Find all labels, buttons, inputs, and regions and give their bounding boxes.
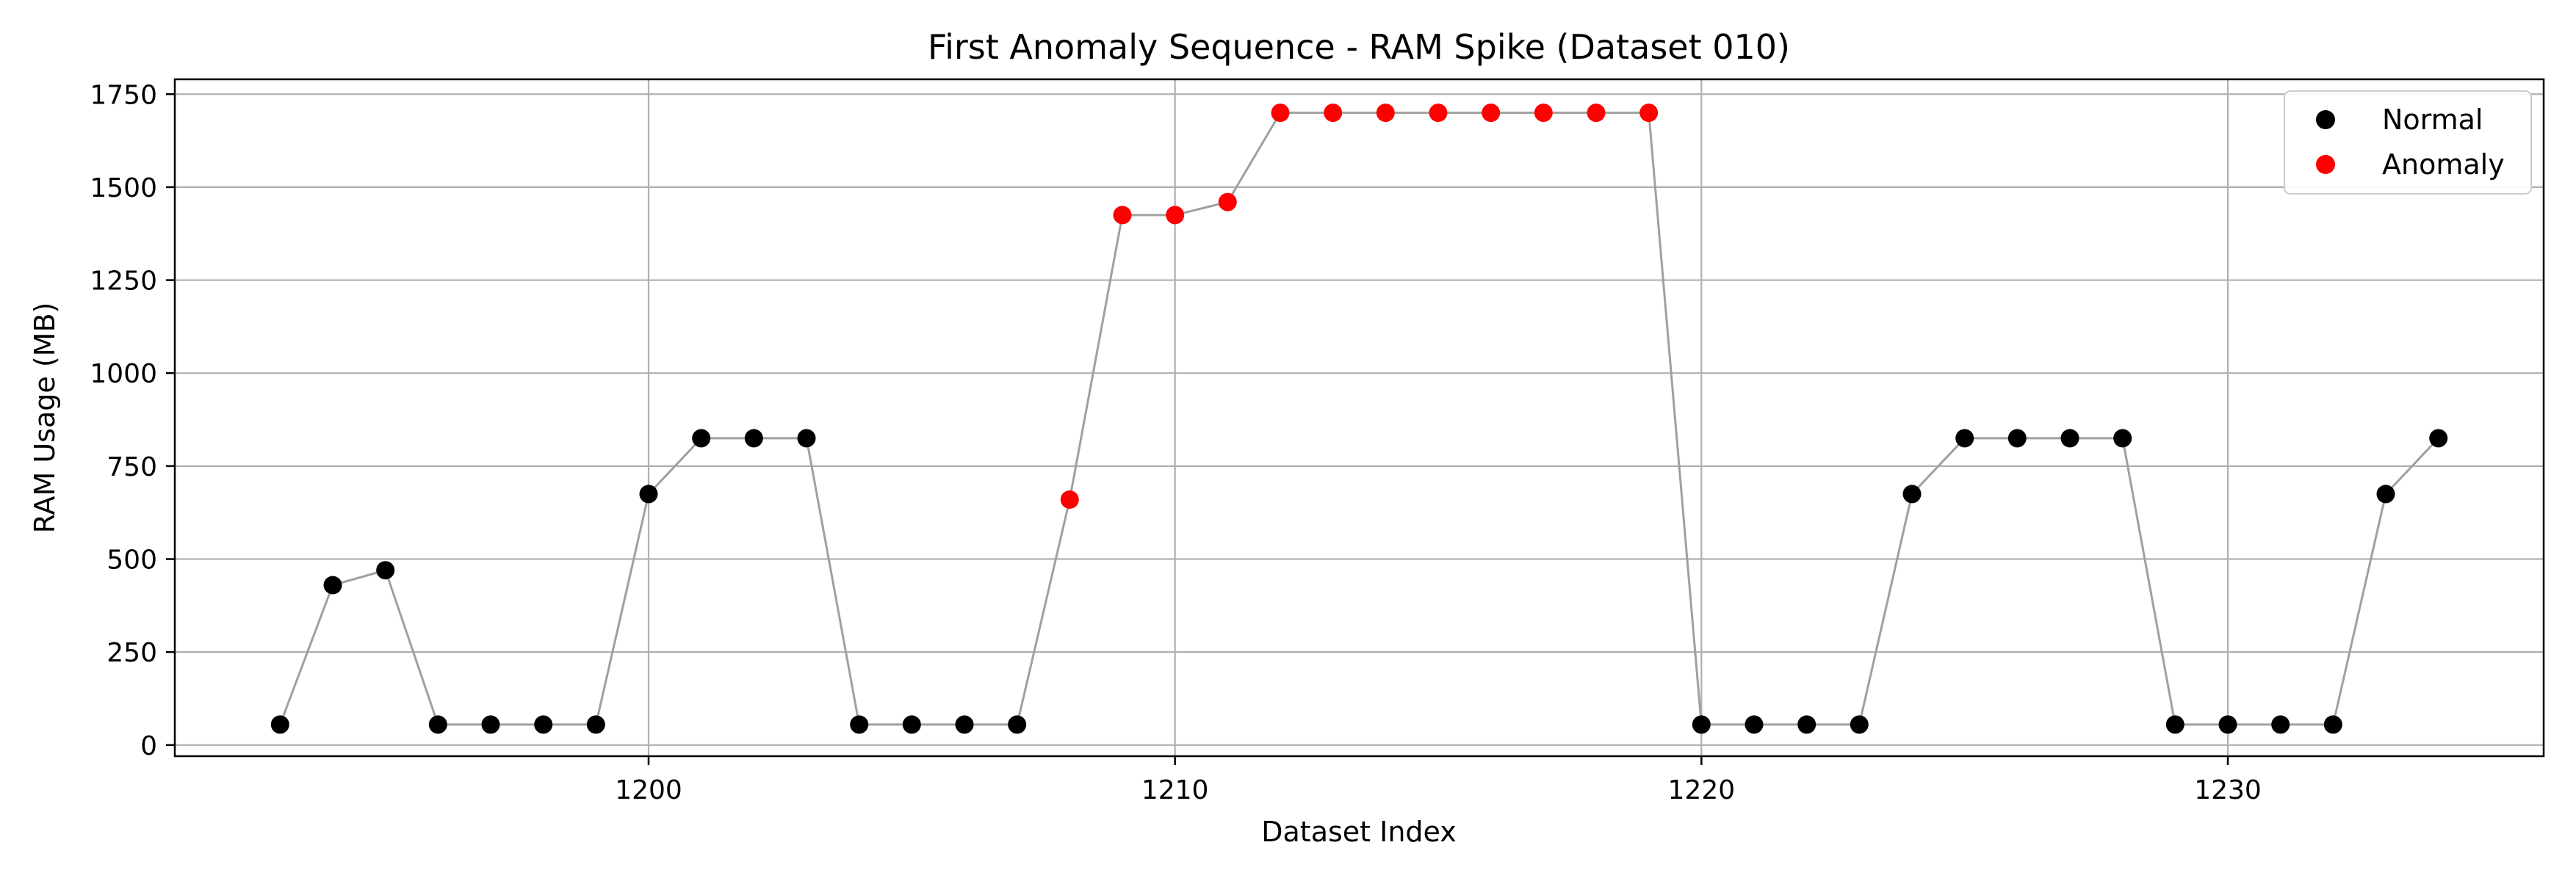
legend: Normal Anomaly xyxy=(2284,90,2532,195)
y-tick-label: 750 xyxy=(107,452,157,482)
data-point-anomaly xyxy=(1166,206,1185,225)
chart-title: First Anomaly Sequence - RAM Spike (Data… xyxy=(928,27,1790,67)
data-point-anomaly xyxy=(1113,206,1132,225)
data-point-normal xyxy=(692,429,711,448)
x-tick-label: 1210 xyxy=(1141,775,1209,805)
data-point-normal xyxy=(2271,715,2290,734)
data-point-normal xyxy=(323,576,342,595)
data-point-normal xyxy=(534,715,553,734)
data-point-normal xyxy=(2060,429,2079,448)
data-point-normal xyxy=(850,715,869,734)
data-point-normal xyxy=(428,715,447,734)
data-point-normal xyxy=(376,561,395,580)
data-point-anomaly xyxy=(1482,104,1501,123)
data-point-anomaly xyxy=(1271,104,1290,123)
data-point-normal xyxy=(1955,429,1974,448)
data-point-normal xyxy=(1902,485,1922,504)
legend-marker-anomaly xyxy=(2316,155,2335,174)
data-point-anomaly xyxy=(1218,192,1237,211)
y-tick-label: 1000 xyxy=(90,359,157,389)
y-tick-label: 250 xyxy=(107,638,157,668)
x-tick-label: 1200 xyxy=(615,775,682,805)
legend-box xyxy=(2284,90,2532,195)
legend-marker-normal xyxy=(2316,110,2335,129)
data-point-normal xyxy=(902,715,921,734)
data-point-normal xyxy=(2376,485,2395,504)
data-points xyxy=(270,104,2448,734)
data-point-anomaly xyxy=(1534,104,1553,123)
data-point-normal xyxy=(586,715,605,734)
legend-label-anomaly: Anomaly xyxy=(2382,148,2505,181)
data-point-anomaly xyxy=(1587,104,1606,123)
grid-lines xyxy=(175,79,2544,756)
data-point-anomaly xyxy=(1376,104,1395,123)
data-point-normal xyxy=(797,429,816,448)
y-tick-label: 1250 xyxy=(90,267,157,297)
data-point-anomaly xyxy=(1429,104,1448,123)
plot-frame xyxy=(173,78,2545,758)
data-point-normal xyxy=(2323,715,2342,734)
data-point-normal xyxy=(2165,715,2184,734)
x-tick-label: 1230 xyxy=(2194,775,2262,805)
data-point-anomaly xyxy=(1639,104,1659,123)
axis-ticks: 0 250 500 750 1000 1250 1500 1750 1200 1210 1220 12… xyxy=(90,80,2261,805)
data-point-normal xyxy=(744,429,763,448)
data-point-normal xyxy=(1008,715,1027,734)
data-point-normal xyxy=(2113,429,2132,448)
data-point-normal xyxy=(639,485,658,504)
data-point-normal xyxy=(1797,715,1816,734)
data-point-normal xyxy=(270,715,289,734)
y-tick-label: 500 xyxy=(107,545,157,576)
data-point-normal xyxy=(1692,715,1711,734)
data-point-anomaly xyxy=(1324,104,1343,123)
data-point-normal xyxy=(2218,715,2237,734)
data-point-anomaly xyxy=(1060,490,1079,509)
data-point-normal xyxy=(2007,429,2027,448)
y-tick-label: 1500 xyxy=(90,173,157,203)
data-point-normal xyxy=(1850,715,1869,734)
x-tick-label: 1220 xyxy=(1668,775,1736,805)
y-axis-label: RAM Usage (MB) xyxy=(29,302,61,534)
data-point-normal xyxy=(481,715,500,734)
y-tick-label: 0 xyxy=(140,731,157,761)
data-point-normal xyxy=(1745,715,1764,734)
data-point-normal xyxy=(955,715,974,734)
x-axis-label: Dataset Index xyxy=(1261,816,1457,848)
data-point-normal xyxy=(2429,429,2448,448)
y-tick-label: 1750 xyxy=(90,80,157,110)
legend-label-normal: Normal xyxy=(2382,104,2483,136)
